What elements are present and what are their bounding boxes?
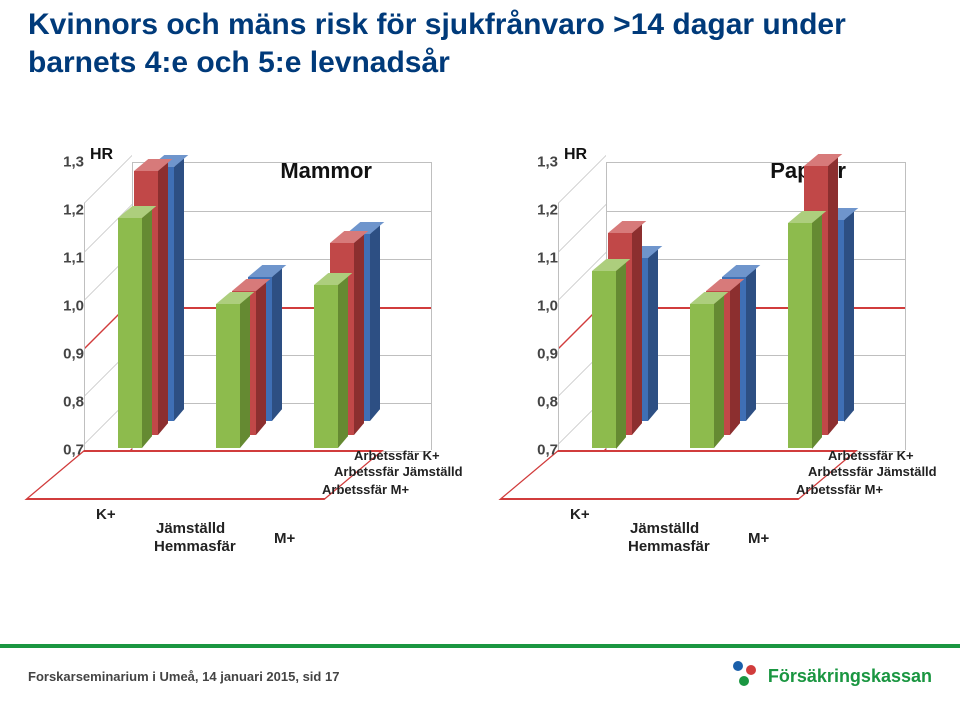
footer-text: Forskarseminarium i Umeå, 14 januari 201… — [28, 669, 339, 684]
bar — [314, 285, 338, 448]
x-axis-subtitle: Hemmasfär — [154, 538, 236, 555]
series-label: Arbetssfär M+ — [796, 482, 883, 497]
brand-dots-icon — [730, 661, 760, 691]
bar — [690, 304, 714, 448]
x-category-label: M+ — [748, 530, 769, 547]
series-label: Arbetssfär M+ — [322, 482, 409, 497]
y-axis-title: HR — [564, 146, 587, 164]
series-label: Arbetssfär K+ — [828, 448, 914, 463]
y-tick-label: 1,2 — [63, 202, 84, 219]
y-tick-label: 0,9 — [63, 346, 84, 363]
y-tick-label: 0,7 — [63, 442, 84, 459]
x-category-label: Jämställd — [630, 520, 699, 537]
y-tick-label: 1,2 — [537, 202, 558, 219]
series-label: Arbetssfär K+ — [354, 448, 440, 463]
x-axis-subtitle: Hemmasfär — [628, 538, 710, 555]
y-tick-label: 1,1 — [537, 250, 558, 267]
y-tick-label: 1,3 — [63, 154, 84, 171]
series-label: Arbetssfär Jämställd — [334, 464, 463, 479]
y-tick-label: 0,8 — [63, 394, 84, 411]
y-tick-label: 1,0 — [537, 298, 558, 315]
page-title: Kvinnors och mäns risk för sjukfrånvaro … — [28, 6, 932, 81]
y-tick-label: 1,3 — [537, 154, 558, 171]
brand-logo: Försäkringskassan — [730, 661, 932, 691]
series-label: Arbetssfär Jämställd — [808, 464, 937, 479]
bar — [118, 218, 142, 448]
footer: Forskarseminarium i Umeå, 14 januari 201… — [0, 648, 960, 704]
y-axis-title: HR — [90, 146, 113, 164]
x-category-label: Jämställd — [156, 520, 225, 537]
y-tick-label: 0,8 — [537, 394, 558, 411]
x-category-label: M+ — [274, 530, 295, 547]
y-tick-label: 1,0 — [63, 298, 84, 315]
bar — [788, 223, 812, 449]
y-tick-label: 1,1 — [63, 250, 84, 267]
x-category-label: K+ — [96, 506, 116, 523]
brand-wordmark: Försäkringskassan — [768, 666, 932, 687]
chart-pappor: PapporHR1,31,21,11,00,90,80,7K+Jämställd… — [498, 150, 936, 520]
chart-mammor: MammorHR1,31,21,11,00,90,80,7K+Jämställd… — [24, 150, 462, 520]
bar — [592, 271, 616, 449]
y-tick-label: 0,7 — [537, 442, 558, 459]
charts-row: MammorHR1,31,21,11,00,90,80,7K+Jämställd… — [24, 150, 936, 520]
bar — [216, 304, 240, 448]
y-tick-label: 0,9 — [537, 346, 558, 363]
x-category-label: K+ — [570, 506, 590, 523]
